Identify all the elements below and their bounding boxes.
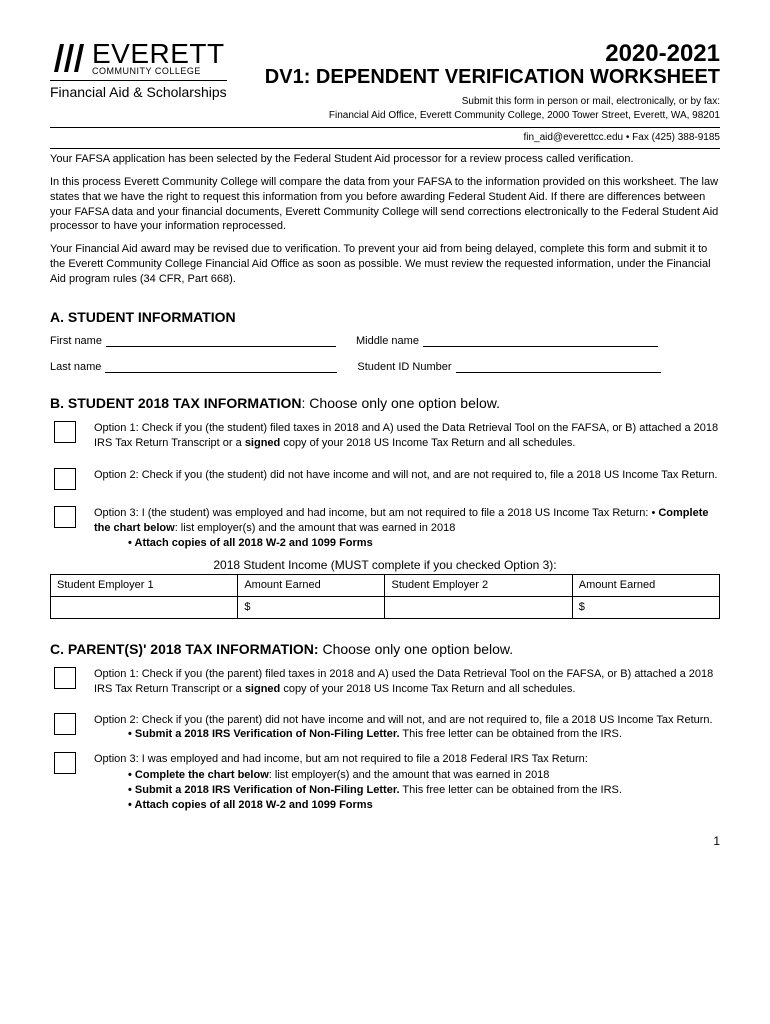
- parent-opt1-checkbox[interactable]: [54, 667, 76, 689]
- first-name-input[interactable]: [106, 346, 336, 347]
- section-b-head: B. STUDENT 2018 TAX INFORMATION: Choose …: [50, 395, 720, 411]
- college-logo-icon: [50, 40, 86, 76]
- student-opt2-text: Option 2: Check if you (the student) did…: [94, 468, 720, 483]
- parent-opt1-text: Option 1: Check if you (the parent) file…: [94, 667, 720, 698]
- intro-p3: Your Financial Aid award may be revised …: [50, 242, 720, 287]
- th-employer2: Student Employer 2: [385, 574, 572, 596]
- document-title: DV1: DEPENDENT VERIFICATION WORKSHEET: [265, 66, 720, 89]
- amount1-input[interactable]: $: [238, 596, 385, 618]
- academic-year: 2020-2021: [265, 40, 720, 68]
- th-amount1: Amount Earned: [238, 574, 385, 596]
- contact-line: fin_aid@everettcc.edu • Fax (425) 388-91…: [50, 131, 720, 145]
- th-amount2: Amount Earned: [572, 574, 719, 596]
- org-name: EVERETT: [92, 40, 225, 68]
- income-table-caption: 2018 Student Income (MUST complete if yo…: [50, 558, 720, 572]
- student-opt3-text: Option 3: I (the student) was employed a…: [94, 506, 720, 552]
- header: EVERETT COMMUNITY COLLEGE Financial Aid …: [50, 40, 720, 123]
- title-block: 2020-2021 DV1: DEPENDENT VERIFICATION WO…: [265, 40, 720, 123]
- middle-name-label: Middle name: [356, 335, 419, 347]
- last-name-input[interactable]: [105, 372, 337, 373]
- student-opt1-checkbox[interactable]: [54, 421, 76, 443]
- student-opt2-checkbox[interactable]: [54, 468, 76, 490]
- amount2-input[interactable]: $: [572, 596, 719, 618]
- intro-p2: In this process Everett Community Colleg…: [50, 175, 720, 234]
- last-name-label: Last name: [50, 361, 101, 373]
- section-c-head: C. PARENT(S)' 2018 TAX INFORMATION: Choo…: [50, 641, 720, 657]
- office-address: Financial Aid Office, Everett Community …: [265, 109, 720, 123]
- submit-instruction: Submit this form in person or mail, elec…: [265, 95, 720, 109]
- page-number: 1: [50, 834, 720, 848]
- employer2-input[interactable]: [385, 596, 572, 618]
- parent-opt3-text: Option 3: I was employed and had income,…: [94, 752, 720, 814]
- student-id-input[interactable]: [456, 372, 661, 373]
- student-opt3-checkbox[interactable]: [54, 506, 76, 528]
- student-id-label: Student ID Number: [357, 361, 451, 373]
- parent-opt2-text: Option 2: Check if you (the parent) did …: [94, 713, 720, 742]
- parent-opt3-checkbox[interactable]: [54, 752, 76, 774]
- department: Financial Aid & Scholarships: [50, 80, 227, 100]
- th-employer1: Student Employer 1: [51, 574, 238, 596]
- student-income-table: Student Employer 1 Amount Earned Student…: [50, 574, 720, 619]
- employer1-input[interactable]: [51, 596, 238, 618]
- student-opt1-text: Option 1: Check if you (the student) fil…: [94, 421, 720, 452]
- intro-text: Your FAFSA application has been selected…: [50, 152, 720, 287]
- first-name-label: First name: [50, 335, 102, 347]
- parent-opt2-checkbox[interactable]: [54, 713, 76, 735]
- middle-name-input[interactable]: [423, 346, 658, 347]
- logo-block: EVERETT COMMUNITY COLLEGE Financial Aid …: [50, 40, 227, 100]
- section-a-head: A. STUDENT INFORMATION: [50, 309, 720, 325]
- intro-p1: Your FAFSA application has been selected…: [50, 152, 720, 167]
